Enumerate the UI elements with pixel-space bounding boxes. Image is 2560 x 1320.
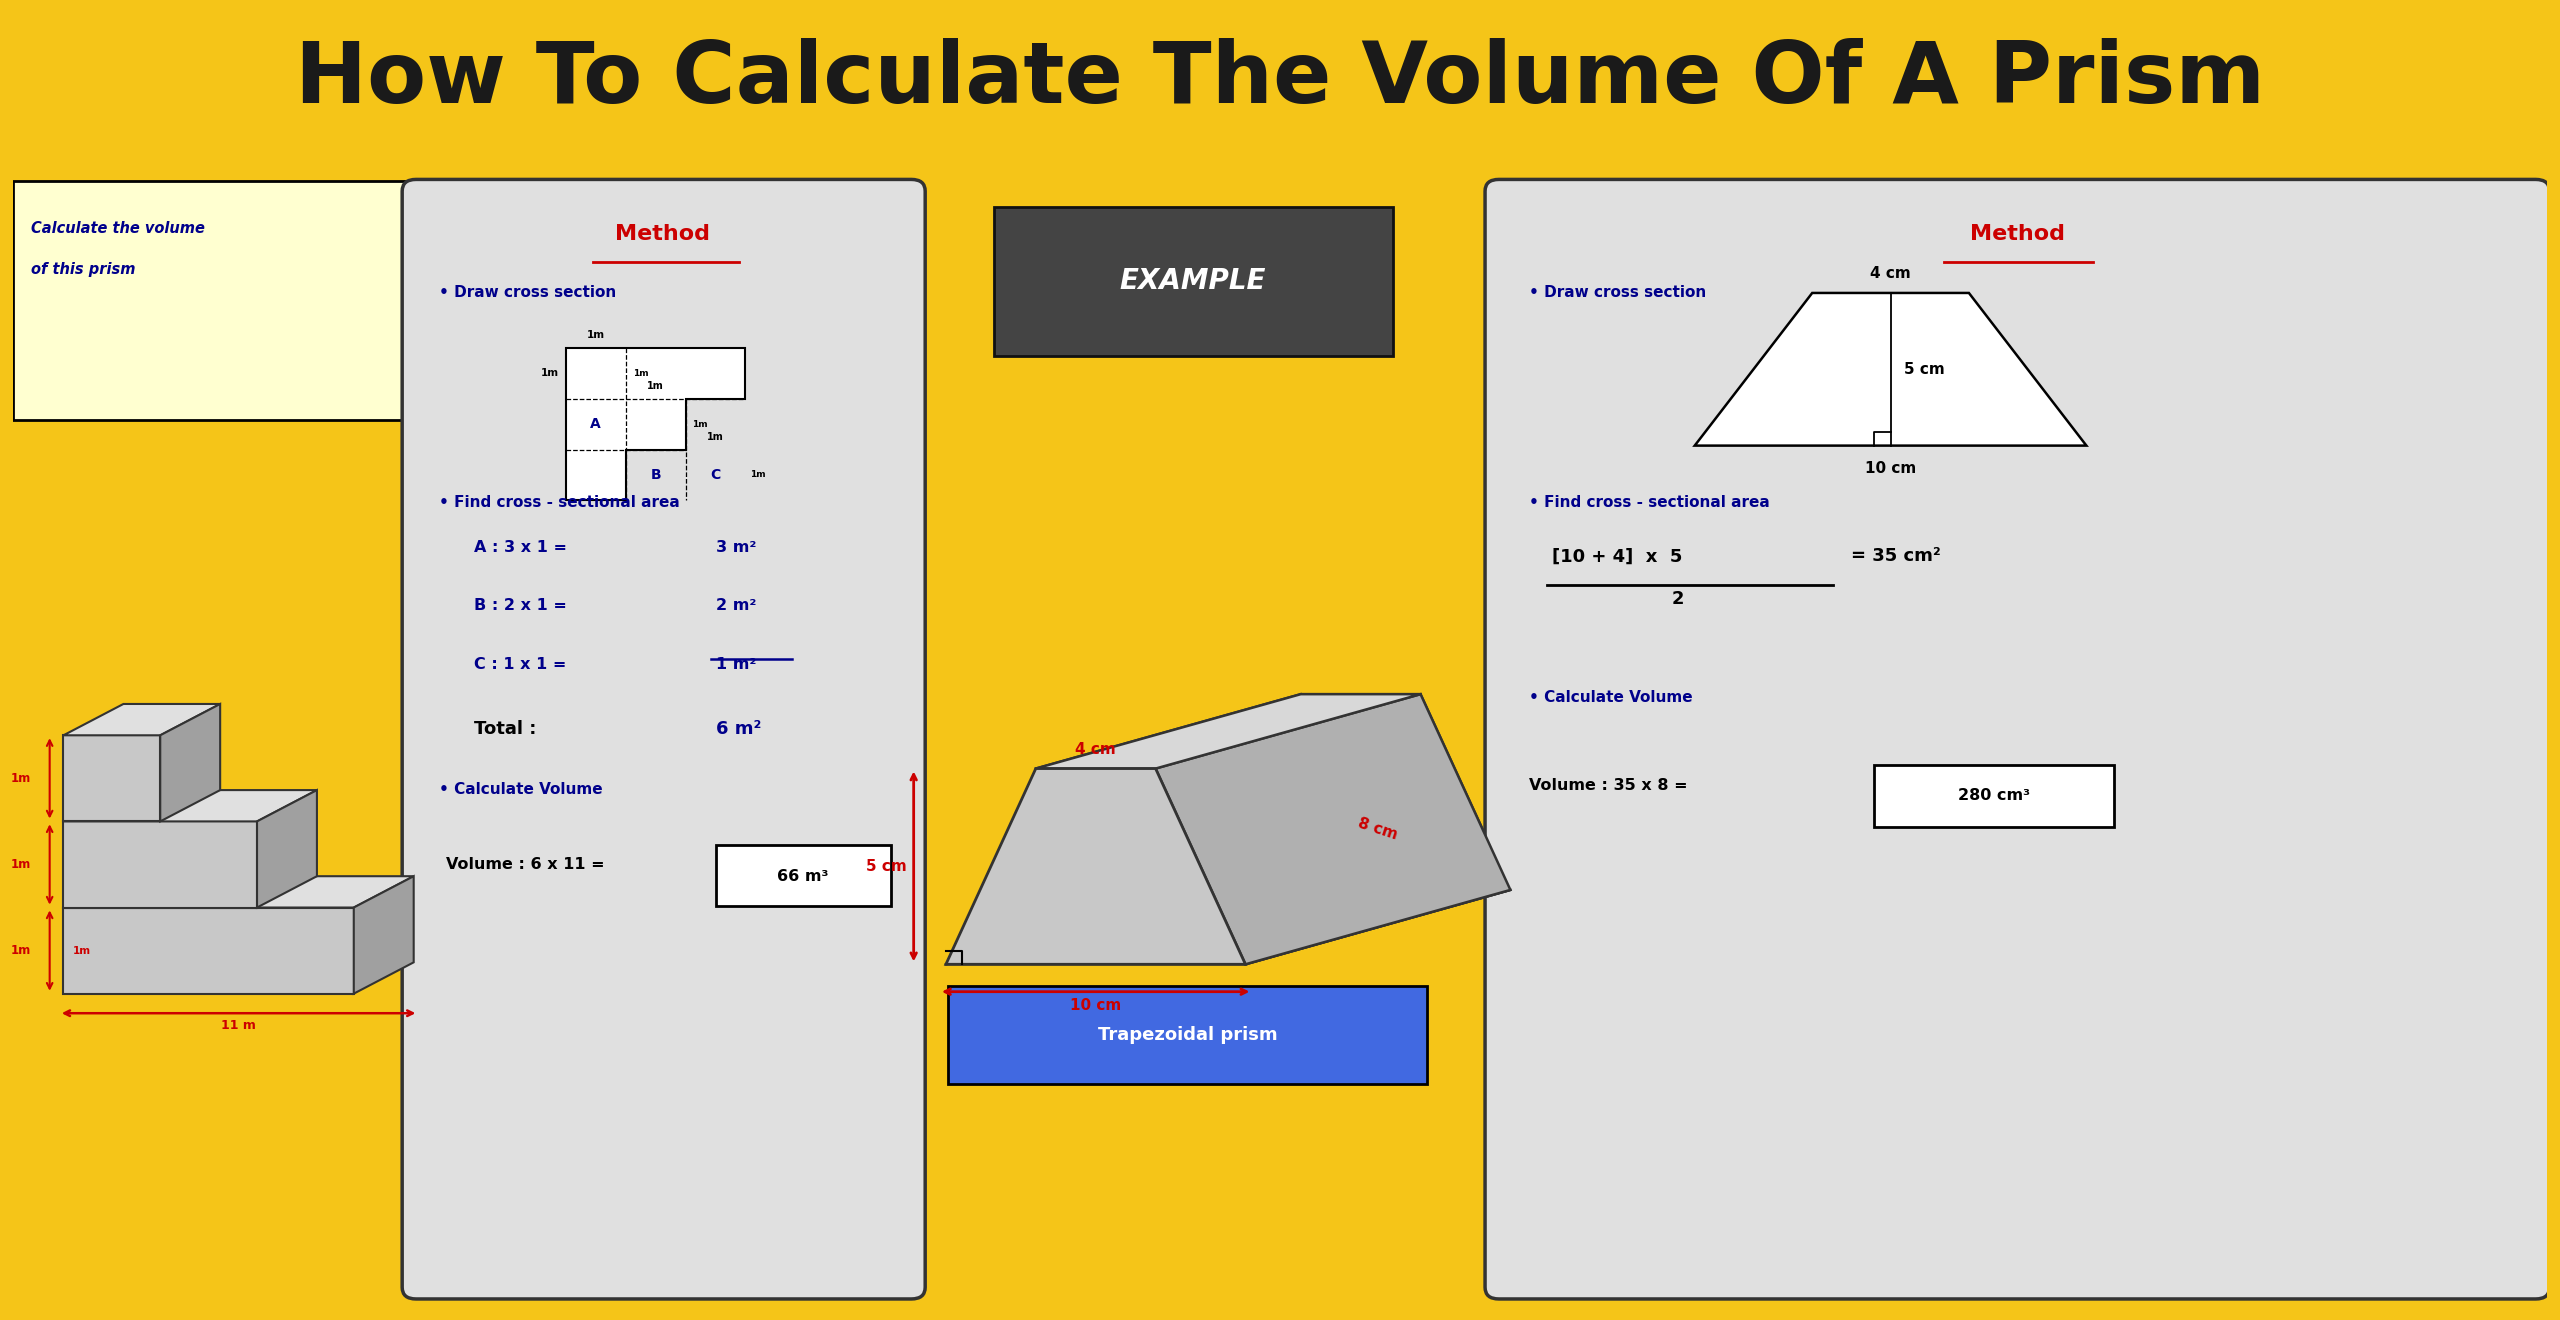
Text: 1m: 1m <box>540 368 558 379</box>
FancyBboxPatch shape <box>1485 180 2550 1299</box>
Text: 2 m²: 2 m² <box>714 598 755 614</box>
Text: 1m: 1m <box>72 945 90 956</box>
Polygon shape <box>1037 694 1421 768</box>
Text: • Draw cross section: • Draw cross section <box>440 285 617 300</box>
Polygon shape <box>64 791 317 821</box>
Text: 1m: 1m <box>632 368 648 378</box>
Text: B : 2 x 1 =: B : 2 x 1 = <box>474 598 566 614</box>
Text: Method: Method <box>1969 224 2066 244</box>
FancyBboxPatch shape <box>13 181 410 420</box>
Polygon shape <box>64 908 353 994</box>
Text: 280 cm³: 280 cm³ <box>1958 788 2030 804</box>
Polygon shape <box>945 768 1244 965</box>
FancyBboxPatch shape <box>1874 764 2115 828</box>
FancyBboxPatch shape <box>993 207 1393 355</box>
Polygon shape <box>945 890 1510 965</box>
Text: 4 cm: 4 cm <box>1075 742 1116 756</box>
Text: 10 cm: 10 cm <box>1070 998 1121 1012</box>
Text: 1m: 1m <box>586 330 604 341</box>
Text: EXAMPLE: EXAMPLE <box>1119 267 1265 296</box>
Polygon shape <box>1211 694 1510 890</box>
Text: 4 cm: 4 cm <box>1871 267 1910 281</box>
Text: 1m: 1m <box>750 470 765 479</box>
Text: 1 m²: 1 m² <box>714 657 755 672</box>
Text: Calculate the volume: Calculate the volume <box>31 220 205 235</box>
Polygon shape <box>1155 694 1510 965</box>
Polygon shape <box>1695 293 2086 446</box>
Text: A : 3 x 1 =: A : 3 x 1 = <box>474 540 566 554</box>
Polygon shape <box>64 735 161 821</box>
Text: Total :: Total : <box>474 719 535 738</box>
Text: • Calculate Volume: • Calculate Volume <box>440 783 602 797</box>
Text: Volume : 35 x 8 =: Volume : 35 x 8 = <box>1528 779 1687 793</box>
Text: 8 cm: 8 cm <box>1357 816 1400 842</box>
Text: C: C <box>709 469 722 482</box>
Text: = 35 cm²: = 35 cm² <box>1851 548 1940 565</box>
Text: 1m: 1m <box>691 420 709 429</box>
Text: 11 m: 11 m <box>220 1019 256 1032</box>
Text: Trapezoidal prism: Trapezoidal prism <box>1098 1026 1277 1044</box>
Text: 5 cm: 5 cm <box>1905 362 1946 376</box>
Text: How To Calculate The Volume Of A Prism: How To Calculate The Volume Of A Prism <box>294 38 2266 120</box>
Text: • Find cross - sectional area: • Find cross - sectional area <box>440 495 681 510</box>
Text: A: A <box>591 417 602 432</box>
Text: 10 cm: 10 cm <box>1864 461 1917 477</box>
Polygon shape <box>64 821 256 908</box>
Text: 1m: 1m <box>10 858 31 871</box>
FancyBboxPatch shape <box>402 180 924 1299</box>
Polygon shape <box>64 704 220 735</box>
Text: 3 m²: 3 m² <box>714 540 755 554</box>
Polygon shape <box>256 791 317 908</box>
Text: Volume : 6 x 11 =: Volume : 6 x 11 = <box>445 857 604 871</box>
Text: 6 m²: 6 m² <box>714 719 760 738</box>
Text: 1m: 1m <box>707 432 724 442</box>
Text: • Find cross - sectional area: • Find cross - sectional area <box>1528 495 1769 510</box>
Text: Method: Method <box>614 224 709 244</box>
Text: B: B <box>650 469 660 482</box>
Text: 1m: 1m <box>72 774 90 783</box>
Text: [10 + 4]  x  5: [10 + 4] x 5 <box>1551 548 1682 565</box>
Text: of this prism: of this prism <box>31 261 136 277</box>
Text: • Calculate Volume: • Calculate Volume <box>1528 690 1692 705</box>
Polygon shape <box>64 876 415 908</box>
Polygon shape <box>161 704 220 821</box>
Text: 5 cm: 5 cm <box>865 859 906 874</box>
Text: 1m: 1m <box>72 859 90 870</box>
Text: 1m: 1m <box>10 772 31 785</box>
Text: • Draw cross section: • Draw cross section <box>1528 285 1705 300</box>
Text: 1m: 1m <box>648 380 663 391</box>
Text: C : 1 x 1 =: C : 1 x 1 = <box>474 657 566 672</box>
Polygon shape <box>353 876 415 994</box>
Polygon shape <box>566 347 745 500</box>
FancyBboxPatch shape <box>714 845 891 906</box>
Text: 66 m³: 66 m³ <box>778 869 829 883</box>
Text: 2: 2 <box>1672 590 1684 609</box>
FancyBboxPatch shape <box>947 986 1428 1084</box>
Text: 1m: 1m <box>10 944 31 957</box>
